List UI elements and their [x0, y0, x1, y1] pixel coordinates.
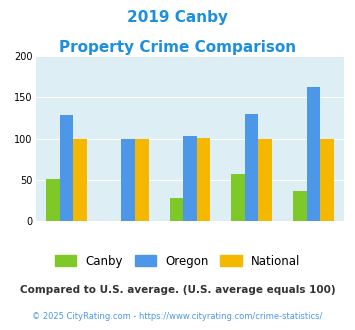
Bar	[320, 139, 334, 221]
Bar	[121, 139, 135, 221]
Bar	[258, 139, 272, 221]
Bar	[197, 138, 210, 221]
Legend: Canby, Oregon, National: Canby, Oregon, National	[50, 250, 305, 273]
Bar	[60, 115, 73, 221]
Bar	[245, 114, 258, 221]
Bar	[170, 198, 183, 221]
Bar	[73, 139, 87, 221]
Bar	[183, 136, 197, 221]
Bar	[231, 174, 245, 221]
Text: Compared to U.S. average. (U.S. average equals 100): Compared to U.S. average. (U.S. average …	[20, 285, 335, 295]
Bar	[307, 86, 320, 221]
Text: Property Crime Comparison: Property Crime Comparison	[59, 40, 296, 54]
Text: 2019 Canby: 2019 Canby	[127, 10, 228, 25]
Text: © 2025 CityRating.com - https://www.cityrating.com/crime-statistics/: © 2025 CityRating.com - https://www.city…	[32, 312, 323, 321]
Bar	[135, 139, 148, 221]
Bar	[293, 190, 307, 221]
Bar	[46, 179, 60, 221]
